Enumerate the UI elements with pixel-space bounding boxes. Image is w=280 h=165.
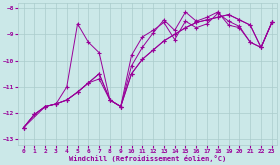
X-axis label: Windchill (Refroidissement éolien,°C): Windchill (Refroidissement éolien,°C): [69, 155, 226, 162]
